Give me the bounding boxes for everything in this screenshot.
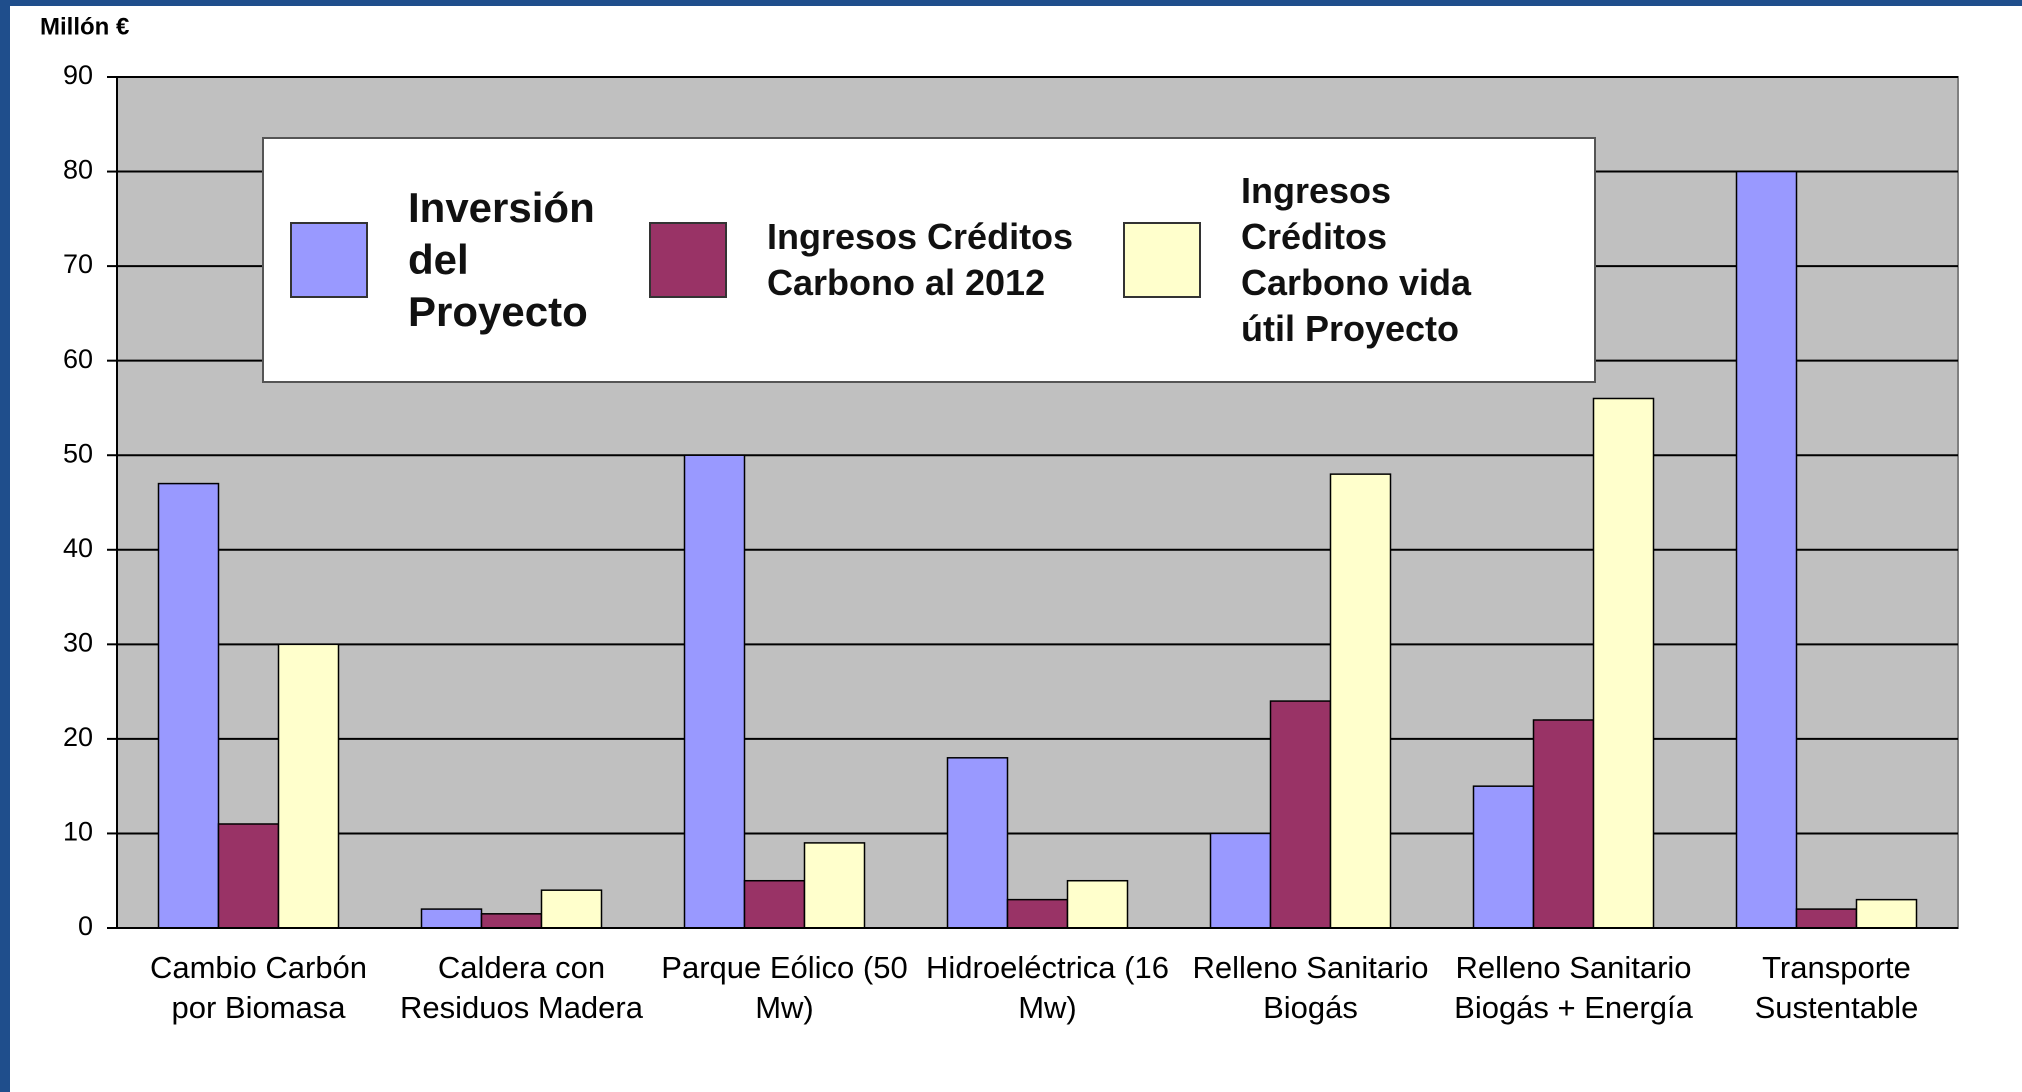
bar — [803, 842, 866, 929]
legend: Inversión del Proyecto Ingresos Créditos … — [262, 137, 1596, 383]
bar — [683, 454, 746, 929]
legend-item: Ingresos Créditos Carbono vida útil Proy… — [1123, 168, 1511, 352]
y-tick-label: 40 — [63, 533, 93, 563]
x-tick-label: Parque Eólico (50 Mw) — [661, 950, 908, 1025]
bar — [1269, 700, 1332, 929]
y-tick-label: 20 — [63, 722, 93, 752]
x-tick-label: Transporte Sustentable — [1754, 950, 1919, 1025]
bar — [157, 482, 220, 929]
y-tick-label: 90 — [63, 60, 93, 90]
bar — [1735, 170, 1798, 929]
bar — [277, 643, 340, 929]
legend-item: Inversión del Proyecto — [290, 182, 623, 338]
bar — [1472, 785, 1535, 929]
y-tick-label: 10 — [63, 817, 93, 847]
bar — [1006, 898, 1069, 929]
bar — [743, 879, 806, 929]
legend-label: Ingresos Créditos Carbono al 2012 — [767, 216, 1074, 303]
bar — [540, 889, 603, 929]
bar — [1066, 879, 1129, 929]
bar — [1532, 719, 1595, 929]
bar — [1592, 397, 1655, 929]
legend-swatch — [1123, 222, 1201, 298]
x-tick-label: Relleno Sanitario Biogás + Energía — [1454, 950, 1693, 1025]
x-tick-label: Hidroeléctrica (16 Mw) — [926, 950, 1169, 1025]
y-tick-label: 60 — [63, 344, 93, 374]
bar — [1795, 908, 1858, 929]
y-axis-label: Millón € — [40, 13, 129, 40]
bar — [1209, 832, 1272, 929]
y-tick-label: 70 — [63, 249, 93, 279]
y-tick-label: 80 — [63, 155, 93, 185]
x-tick-label: Caldera con Residuos Madera — [400, 950, 643, 1025]
y-tick-label: 0 — [78, 911, 93, 941]
bar — [217, 823, 280, 929]
x-tick-label: Cambio Carbón por Biomasa — [149, 950, 368, 1025]
bar — [420, 908, 483, 929]
legend-label: Ingresos Créditos Carbono vida útil Proy… — [1241, 170, 1472, 349]
y-tick-label: 50 — [63, 438, 93, 468]
x-tick-label: Relleno Sanitario Biogás — [1192, 950, 1429, 1025]
bar — [946, 757, 1009, 929]
y-tick-label: 30 — [63, 627, 93, 657]
bar — [480, 913, 543, 929]
bar — [1329, 473, 1392, 929]
legend-label: Inversión del Proyecto — [408, 184, 595, 335]
legend-swatch — [649, 222, 727, 298]
legend-item: Ingresos Créditos Carbono al 2012 — [649, 214, 1097, 306]
bar — [1855, 898, 1918, 929]
legend-swatch — [290, 222, 368, 298]
